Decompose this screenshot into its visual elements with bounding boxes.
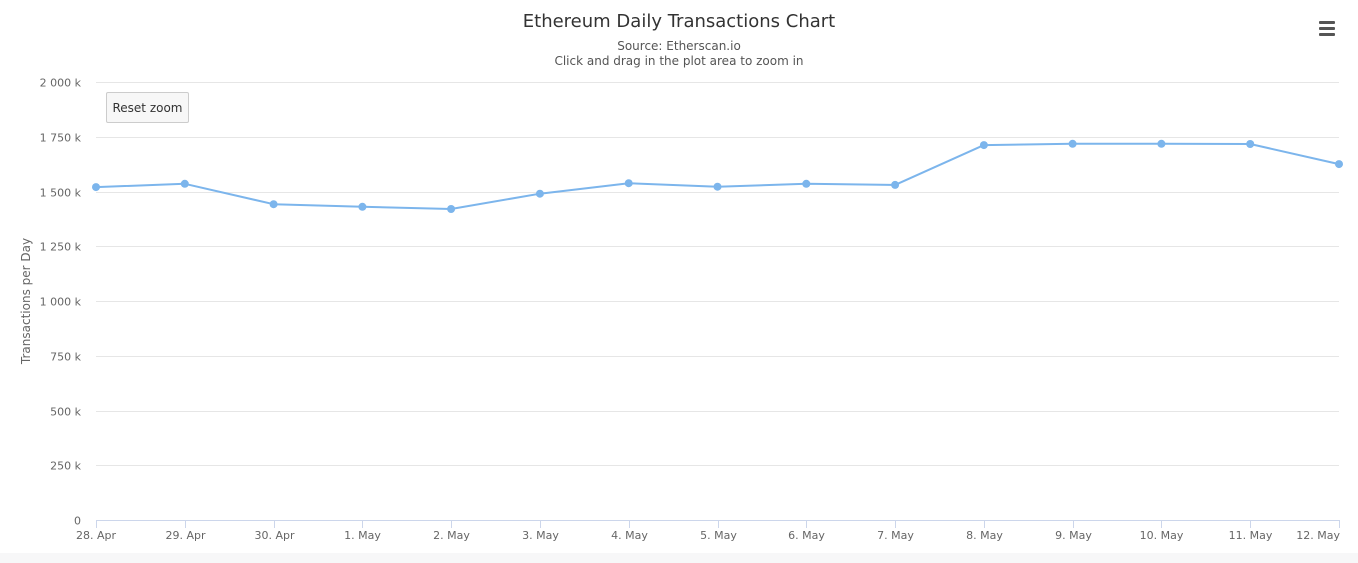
x-tick-label: 28. Apr: [76, 529, 116, 542]
menu-bar: [1319, 32, 1335, 36]
x-tick-label: 11. May: [1229, 529, 1273, 542]
data-point[interactable]: [1068, 139, 1077, 148]
y-tick-label: 0: [74, 515, 81, 528]
data-point[interactable]: [891, 180, 900, 189]
y-tick-label: 250 k: [50, 460, 81, 473]
data-point[interactable]: [802, 179, 811, 188]
data-point[interactable]: [713, 182, 722, 191]
data-point[interactable]: [358, 202, 367, 211]
x-tick-label: 8. May: [966, 529, 1003, 542]
data-point[interactable]: [447, 205, 456, 213]
hamburger-menu-icon[interactable]: [1315, 16, 1339, 40]
series-markers: [92, 139, 1343, 213]
chart-title: Ethereum Daily Transactions Chart: [522, 11, 836, 32]
data-point[interactable]: [1335, 160, 1343, 169]
data-point[interactable]: [180, 179, 189, 188]
y-tick-label: 2 000 k: [40, 77, 82, 90]
y-axis-label: Transactions per Day: [19, 238, 33, 365]
data-point[interactable]: [1246, 140, 1255, 148]
x-tick-label: 2. May: [433, 529, 470, 542]
reset-zoom-button[interactable]: Reset zoom: [106, 92, 189, 123]
data-point[interactable]: [1157, 139, 1166, 148]
y-tick-label: 1 000 k: [40, 296, 82, 309]
x-tick-label: 9. May: [1055, 529, 1092, 542]
y-tick-label: 1 750 k: [40, 132, 82, 145]
x-tick-label: 1. May: [344, 529, 381, 542]
x-tick-label: 5. May: [700, 529, 737, 542]
data-point[interactable]: [624, 179, 633, 188]
y-tick-label: 1 500 k: [40, 187, 82, 200]
x-tick-label: 12. May: [1296, 529, 1340, 542]
menu-bar: [1319, 20, 1335, 24]
x-tick-label: 3. May: [522, 529, 559, 542]
x-axis: 28. Apr 29. Apr 30. Apr 1. May 2. May 3. May 4…: [76, 520, 1340, 542]
y-axis-tick-labels: 0 250 k 500 k 750 k 1 000 k 1 250 k 1 500 k 1 7…: [40, 77, 82, 528]
chart-subtitle-source: Source: Etherscan.io: [617, 39, 741, 53]
y-tick-label: 750 k: [50, 351, 81, 364]
x-tick-label: 10. May: [1140, 529, 1184, 542]
menu-bar: [1319, 26, 1335, 30]
y-tick-label: 1 250 k: [40, 241, 82, 254]
data-point[interactable]: [269, 200, 278, 209]
x-tick-label: 6. May: [788, 529, 825, 542]
grid-lines: [96, 82, 1339, 466]
data-point[interactable]: [979, 141, 988, 150]
chart-subtitle-hint: Click and drag in the plot area to zoom …: [554, 54, 804, 68]
x-tick-label: 29. Apr: [165, 529, 205, 542]
x-tick-label: 4. May: [611, 529, 648, 542]
data-point[interactable]: [92, 183, 100, 192]
series-line-layer: [95, 142, 1340, 210]
y-tick-label: 500 k: [50, 406, 81, 419]
series-line: [95, 142, 1340, 210]
x-tick-label: 30. Apr: [254, 529, 294, 542]
bottom-strip: [0, 553, 1358, 563]
x-tick-label: 7. May: [877, 529, 914, 542]
data-point[interactable]: [535, 189, 544, 198]
